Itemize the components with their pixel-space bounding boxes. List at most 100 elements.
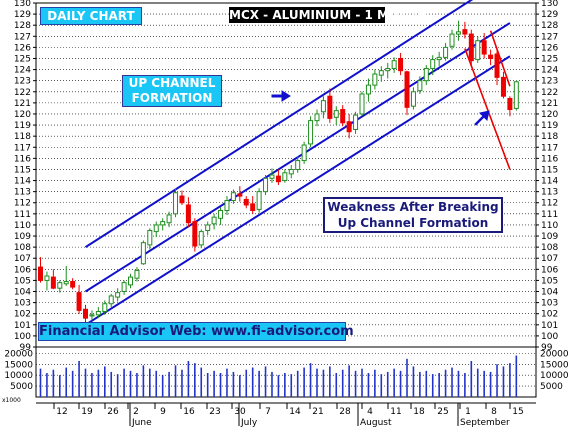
candle-body [423,67,429,82]
y-tick-label-left: 126 [14,43,31,53]
candle-body [507,97,513,111]
candle-body [494,53,500,78]
candle-body [211,216,217,225]
y-tick-label-right: 120 [541,110,558,120]
y-tick-label-right: 122 [541,88,558,98]
candle-body [353,114,359,131]
y-tick-label-right: 119 [541,121,558,131]
candle-body [513,81,519,109]
y-tick-label-left: 104 [14,288,31,298]
y-tick-label-left: 125 [14,54,31,64]
candle-body [243,198,249,206]
x-tick-label: 2 [133,407,139,417]
y-tick-label-right: 123 [541,77,558,87]
candle-body [83,308,89,319]
y-tick-label-left: 127 [14,32,31,42]
candle-body [398,57,404,72]
y-tick-label-left: 116 [14,154,31,164]
y-tick-label-right: 121 [541,99,558,109]
x-tick-label: 9 [160,407,166,417]
candle-body [102,303,108,312]
candle-body [147,229,153,246]
y-tick-label-right: 112 [541,199,558,209]
y-tick-label-right: 100 [541,332,558,342]
y-tick-label-left: 124 [14,66,31,76]
candle-body [263,177,269,193]
candle-body [468,33,474,62]
y-tick-label-right: 111 [541,210,558,220]
candle-body [121,282,127,293]
candle-body [108,295,114,305]
candle-body [333,110,339,118]
candle-body [372,73,378,86]
candle-body [410,91,416,107]
channel-line-upper [84,0,474,248]
candle-body [153,224,159,233]
month-label: September [460,418,510,427]
candle-body [320,100,326,113]
candle-body [488,54,494,59]
y-tick-label-left: 102 [14,310,31,320]
month-label: June [131,418,152,427]
candle-body [327,95,333,119]
up-right-arrow-icon [474,110,490,126]
y-tick-label-right: 125 [541,54,558,64]
x-tick-label: 12 [56,407,67,417]
y-tick-label-left: 122 [14,88,31,98]
channel-line-lower [84,55,511,326]
candle-body [475,40,481,61]
y-tick-label-right: 103 [541,299,558,309]
y-tick-label-left: 105 [14,276,31,286]
month-label: August [360,418,392,427]
right-arrow-icon [271,90,291,102]
candle-body [430,59,436,69]
candle-body [198,231,204,246]
y-tick-label-left: 111 [14,210,31,220]
candle-body [140,242,146,265]
candle-body [378,70,384,76]
candle-body [346,121,352,133]
candle-body [237,193,243,197]
candle-body [50,276,56,289]
x-tick-label: 11 [390,407,401,417]
weakness-annotation: Weakness After Breaking Up Channel Forma… [323,197,503,233]
y-tick-label-right: 124 [541,66,558,76]
y-tick-label-right: 105 [541,276,558,286]
candle-body [57,282,63,289]
candle-body [95,310,101,316]
x-tick-label: 30 [234,407,246,417]
y-tick-label-right: 126 [541,43,558,53]
volume-multiplier-label: x1000 [2,397,21,404]
candle-body [359,93,365,115]
candle-body [70,281,76,288]
volume-tick-label-right: 15000 [540,360,569,370]
y-tick-label-right: 129 [541,10,558,20]
y-tick-label-right: 128 [541,21,558,31]
y-tick-label-right: 117 [541,143,558,153]
up-channel-annotation: UP CHANNEL FORMATION [122,75,222,107]
x-tick-label: 23 [209,407,220,417]
y-tick-label-right: 101 [541,321,558,331]
y-tick-label-left: 113 [14,188,31,198]
volume-tick-label-left: 15000 [4,360,33,370]
volume-tick-label-left: 5000 [10,382,33,392]
y-tick-label-right: 107 [541,254,558,264]
candle-body [462,29,468,35]
up-channel-text: UP CHANNEL FORMATION [128,76,216,105]
annotation-arrows [271,90,490,126]
timeframe-label: DAILY CHART [40,7,142,25]
volume-panel-frame [35,346,537,398]
candle-body [63,281,69,285]
candle-body [449,33,455,47]
y-tick-label-left: 123 [14,77,31,87]
chart-title: MCX - ALUMINIUM - 1 MONTH [229,7,428,23]
candle-body [295,160,301,170]
y-tick-label-left: 119 [14,121,31,131]
volume-tick-label-right: 5000 [540,382,563,392]
candle-body [308,120,314,145]
channel-lines [84,0,511,326]
y-tick-label-right: 109 [541,232,558,242]
